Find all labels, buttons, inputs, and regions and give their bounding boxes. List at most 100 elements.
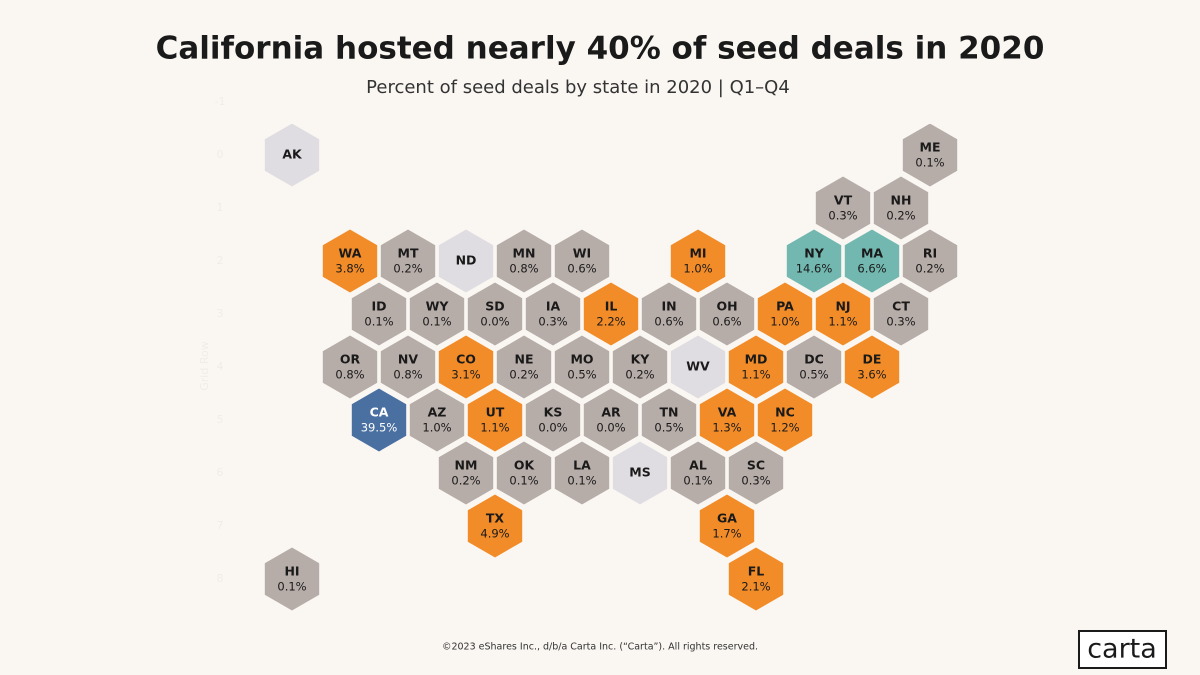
state-hex bbox=[263, 546, 321, 612]
state-hex bbox=[553, 334, 611, 400]
value-label: 4.9% bbox=[480, 527, 509, 541]
value-label: 1.7% bbox=[712, 527, 741, 541]
state-label: IL bbox=[605, 299, 618, 314]
state-label: LA bbox=[573, 458, 591, 473]
value-label: 0.6% bbox=[712, 315, 741, 329]
chart-subtitle: Percent of seed deals by state in 2020 |… bbox=[366, 77, 790, 98]
value-label: 0.2% bbox=[451, 474, 480, 488]
state-label: PA bbox=[776, 299, 794, 314]
value-label: 0.8% bbox=[393, 368, 422, 382]
state-label: ND bbox=[456, 253, 477, 268]
state-hex bbox=[466, 493, 524, 559]
state-hex bbox=[669, 228, 727, 294]
state-label: HI bbox=[284, 564, 299, 579]
state-hex bbox=[350, 281, 408, 347]
value-label: 0.1% bbox=[422, 315, 451, 329]
value-label: 0.6% bbox=[654, 315, 683, 329]
state-label: AK bbox=[282, 147, 303, 162]
state-label: WY bbox=[426, 299, 450, 314]
state-hex bbox=[611, 334, 669, 400]
value-label: 1.2% bbox=[770, 421, 799, 435]
value-label: 6.6% bbox=[857, 262, 886, 276]
state-label: SD bbox=[485, 299, 504, 314]
state-label: VA bbox=[718, 405, 737, 420]
state-label: TN bbox=[660, 405, 679, 420]
state-hex bbox=[785, 334, 843, 400]
value-label: 0.0% bbox=[538, 421, 567, 435]
state-hex bbox=[524, 387, 582, 453]
state-hex bbox=[437, 334, 495, 400]
value-label: 0.0% bbox=[596, 421, 625, 435]
state-hex bbox=[698, 493, 756, 559]
y-tick-label: -1 bbox=[215, 95, 226, 108]
state-hex bbox=[814, 175, 872, 241]
value-label: 1.1% bbox=[480, 421, 509, 435]
state-hex bbox=[640, 281, 698, 347]
state-hex bbox=[843, 228, 901, 294]
logo: carta bbox=[1087, 634, 1157, 665]
y-tick-label: 8 bbox=[217, 572, 224, 585]
y-tick-label: 5 bbox=[217, 413, 224, 426]
value-label: 0.1% bbox=[567, 474, 596, 488]
state-label: FL bbox=[748, 564, 765, 579]
state-label: NE bbox=[514, 352, 533, 367]
state-label: IN bbox=[661, 299, 676, 314]
state-label: MT bbox=[398, 246, 419, 261]
value-label: 0.3% bbox=[886, 315, 915, 329]
state-label: NY bbox=[804, 246, 824, 261]
state-hex bbox=[756, 281, 814, 347]
value-label: 0.5% bbox=[654, 421, 683, 435]
value-label: 0.1% bbox=[509, 474, 538, 488]
value-label: 0.8% bbox=[335, 368, 364, 382]
state-hex bbox=[495, 228, 553, 294]
state-hex bbox=[669, 440, 727, 506]
state-label: WI bbox=[573, 246, 591, 261]
value-label: 0.3% bbox=[828, 209, 857, 223]
value-label: 1.1% bbox=[828, 315, 857, 329]
state-label: KS bbox=[544, 405, 563, 420]
y-tick-label: 6 bbox=[217, 466, 224, 479]
value-label: 14.6% bbox=[796, 262, 833, 276]
chart-title: California hosted nearly 40% of seed dea… bbox=[156, 31, 1045, 67]
state-hex bbox=[901, 122, 959, 188]
value-label: 2.2% bbox=[596, 315, 625, 329]
state-hex bbox=[814, 281, 872, 347]
state-hex bbox=[408, 387, 466, 453]
state-label: DC bbox=[804, 352, 824, 367]
state-hex bbox=[495, 334, 553, 400]
state-hex-no-data bbox=[611, 440, 669, 506]
state-hex bbox=[553, 440, 611, 506]
state-hex bbox=[379, 334, 437, 400]
value-label: 0.1% bbox=[364, 315, 393, 329]
state-label: OH bbox=[716, 299, 737, 314]
y-tick-label: 0 bbox=[217, 148, 224, 161]
state-label: AZ bbox=[428, 405, 447, 420]
value-label: 0.2% bbox=[915, 262, 944, 276]
state-label: MI bbox=[689, 246, 706, 261]
value-label: 0.8% bbox=[509, 262, 538, 276]
state-hex bbox=[872, 281, 930, 347]
y-tick-label: 1 bbox=[217, 201, 224, 214]
state-label: WA bbox=[339, 246, 362, 261]
state-hex bbox=[901, 228, 959, 294]
state-label: MA bbox=[861, 246, 883, 261]
state-label: MO bbox=[570, 352, 593, 367]
value-label: 1.0% bbox=[770, 315, 799, 329]
state-hex bbox=[408, 281, 466, 347]
state-label: NH bbox=[891, 193, 912, 208]
state-label: NC bbox=[775, 405, 795, 420]
state-label: GA bbox=[717, 511, 737, 526]
logo-box bbox=[1078, 630, 1167, 669]
value-label: 1.1% bbox=[741, 368, 770, 382]
state-label: CO bbox=[456, 352, 476, 367]
y-tick-label: 3 bbox=[217, 307, 224, 320]
value-label: 0.3% bbox=[741, 474, 770, 488]
state-hex bbox=[727, 334, 785, 400]
value-label: 1.0% bbox=[683, 262, 712, 276]
state-label: MD bbox=[745, 352, 768, 367]
value-label: 0.2% bbox=[393, 262, 422, 276]
state-label: RI bbox=[923, 246, 937, 261]
state-label: MS bbox=[629, 465, 650, 480]
state-label: UT bbox=[486, 405, 505, 420]
